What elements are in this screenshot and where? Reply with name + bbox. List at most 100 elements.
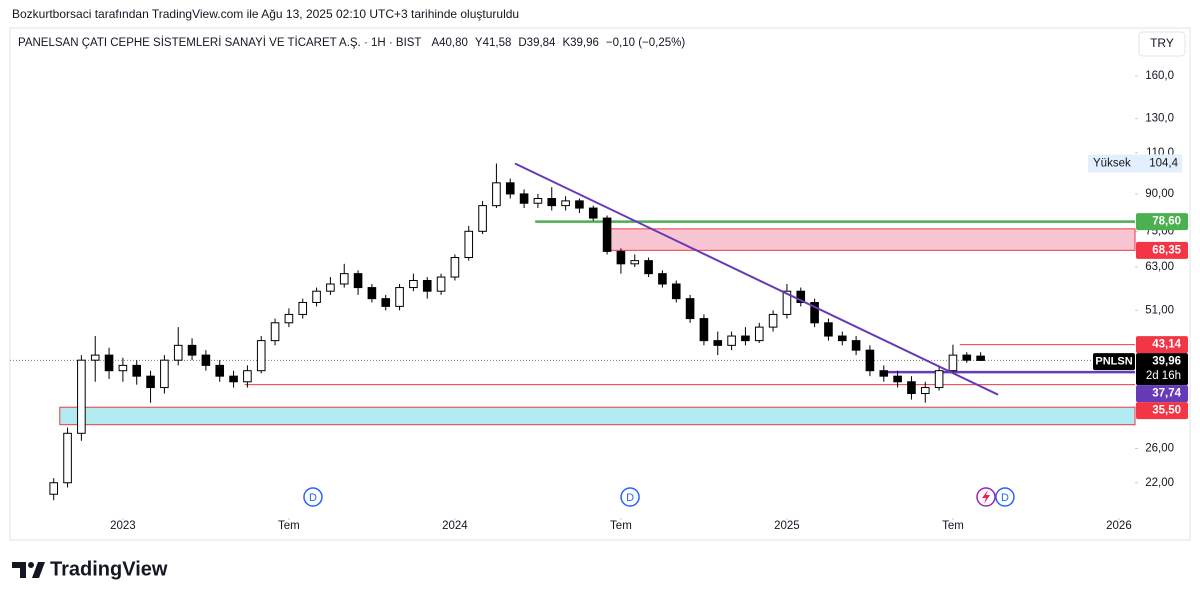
price-badge-label: 78,60 — [1152, 216, 1181, 228]
candle-body — [754, 326, 764, 342]
candle-body — [602, 217, 612, 252]
event-label: D — [1001, 492, 1009, 504]
candle-body — [104, 354, 114, 372]
legend-value: Y41,58 — [475, 37, 511, 49]
price-badge — [1136, 353, 1188, 386]
price-badge — [1136, 336, 1188, 354]
event-marker — [303, 487, 323, 507]
price-badge-label: 39,96 — [1152, 356, 1181, 368]
brand-logo — [12, 562, 45, 578]
candle-body — [865, 349, 875, 372]
symbol-badge — [1093, 353, 1135, 371]
lightning-icon — [976, 487, 996, 507]
price-badge — [1136, 241, 1188, 259]
candle-body — [727, 335, 736, 346]
candle-body — [160, 359, 169, 389]
y-tick-label: 22,00 — [1145, 477, 1174, 489]
event-marker — [620, 487, 640, 507]
event-label: D — [309, 492, 317, 504]
price-countdown: 2d 16h — [1146, 370, 1181, 382]
chart-title: PANELSAN ÇATI CEPHE SİSTEMLERİ SANAYİ VE… — [18, 36, 421, 49]
candle-body — [519, 193, 529, 204]
candle-body — [575, 200, 584, 209]
candle-body — [63, 432, 72, 484]
price-badge-label: 35,50 — [1152, 405, 1181, 417]
candle-body — [77, 359, 86, 434]
candle-body — [713, 340, 723, 346]
candle-body — [658, 273, 667, 285]
candle-body — [588, 207, 598, 219]
candle-body — [395, 287, 404, 307]
candle-body — [298, 301, 308, 315]
y-tick-label: 51,00 — [1145, 304, 1174, 316]
price-badge-label: 37,74 — [1152, 388, 1181, 400]
event-marker — [995, 487, 1015, 507]
legend-value: D39,84 — [518, 37, 556, 49]
price-badge-label: 68,35 — [1152, 244, 1181, 256]
symbol-label: PNLSN — [1095, 356, 1132, 368]
candle-body — [685, 298, 695, 320]
candle-body — [367, 287, 377, 300]
candle-body — [173, 344, 183, 361]
candle-body — [146, 375, 155, 389]
candle-body — [962, 354, 972, 361]
candle-body — [478, 205, 487, 232]
candle-body — [851, 340, 861, 351]
y-tick-label: 130,0 — [1145, 113, 1174, 125]
candle-body — [422, 279, 432, 292]
y-tick-label: 160,0 — [1145, 70, 1174, 82]
candle-body — [616, 250, 626, 265]
price-badge — [1136, 385, 1188, 403]
x-tick-label: Tem — [942, 520, 964, 532]
zone — [59, 406, 1136, 426]
high-marker-text: Yüksek — [1093, 158, 1131, 170]
x-tick-label: 2024 — [442, 520, 468, 532]
candle-body — [450, 257, 460, 278]
candle-body — [256, 340, 266, 372]
candle-body — [741, 335, 750, 342]
candle-body — [436, 276, 446, 292]
candle-body — [976, 355, 985, 361]
candle-body — [907, 381, 916, 394]
zone — [603, 228, 1136, 251]
candle-body — [312, 290, 321, 303]
candle-body — [90, 354, 100, 361]
candle-body — [187, 344, 197, 356]
x-tick-label: 2023 — [110, 520, 136, 532]
candle-body — [671, 283, 681, 300]
candle-body — [920, 387, 930, 394]
legend-value: −0,10 (−0,25%) — [606, 37, 685, 49]
candle-body — [409, 279, 418, 289]
price-badge — [1136, 213, 1188, 231]
candle-body — [505, 182, 515, 195]
candle-body — [353, 273, 363, 289]
x-tick-label: 2026 — [1106, 520, 1132, 532]
candle-body — [201, 354, 211, 366]
candle-body — [644, 260, 653, 275]
candle-body — [381, 298, 391, 307]
candle-body — [630, 260, 640, 265]
candle-body — [768, 313, 778, 328]
candle-body — [547, 198, 557, 207]
legend-value: K39,96 — [562, 37, 598, 49]
candle-body — [533, 198, 543, 204]
candle-body — [229, 375, 238, 383]
candle-body — [810, 301, 819, 324]
candle-body — [132, 364, 142, 377]
candle-body — [561, 200, 570, 207]
candle-body — [49, 482, 59, 495]
currency-button[interactable] — [1138, 31, 1186, 57]
candle-body — [796, 290, 806, 303]
y-tick-label: 63,00 — [1145, 261, 1174, 273]
candle-body — [270, 322, 280, 342]
y-tick-label: 90,00 — [1145, 188, 1174, 200]
candle-body — [934, 370, 944, 389]
candle-body — [492, 182, 501, 207]
candle-body — [464, 230, 474, 259]
candle-body — [326, 283, 335, 292]
candle-body — [893, 375, 902, 383]
x-tick-label: 2025 — [774, 520, 800, 532]
candle-body — [339, 273, 349, 285]
x-tick-label: Tem — [610, 520, 632, 532]
